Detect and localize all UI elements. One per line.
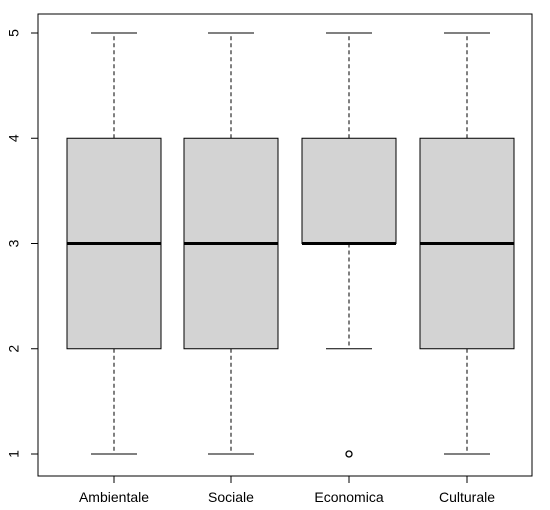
outlier-economica-0	[345, 450, 353, 458]
x-tick-label-ambientale: Ambientale	[79, 489, 149, 505]
x-tick-label-economica: Economica	[314, 489, 383, 505]
y-tick-label-2: 2	[6, 345, 22, 353]
y-tick-label-5: 5	[6, 29, 22, 37]
y-tick-label-4: 4	[6, 134, 22, 142]
x-tick-label-sociale: Sociale	[208, 489, 254, 505]
x-tick-label-culturale: Culturale	[439, 489, 495, 505]
box-economica	[301, 137, 397, 244]
plot-frame	[37, 13, 533, 477]
y-tick-label-3: 3	[6, 239, 22, 247]
y-tick-label-1: 1	[6, 450, 22, 458]
